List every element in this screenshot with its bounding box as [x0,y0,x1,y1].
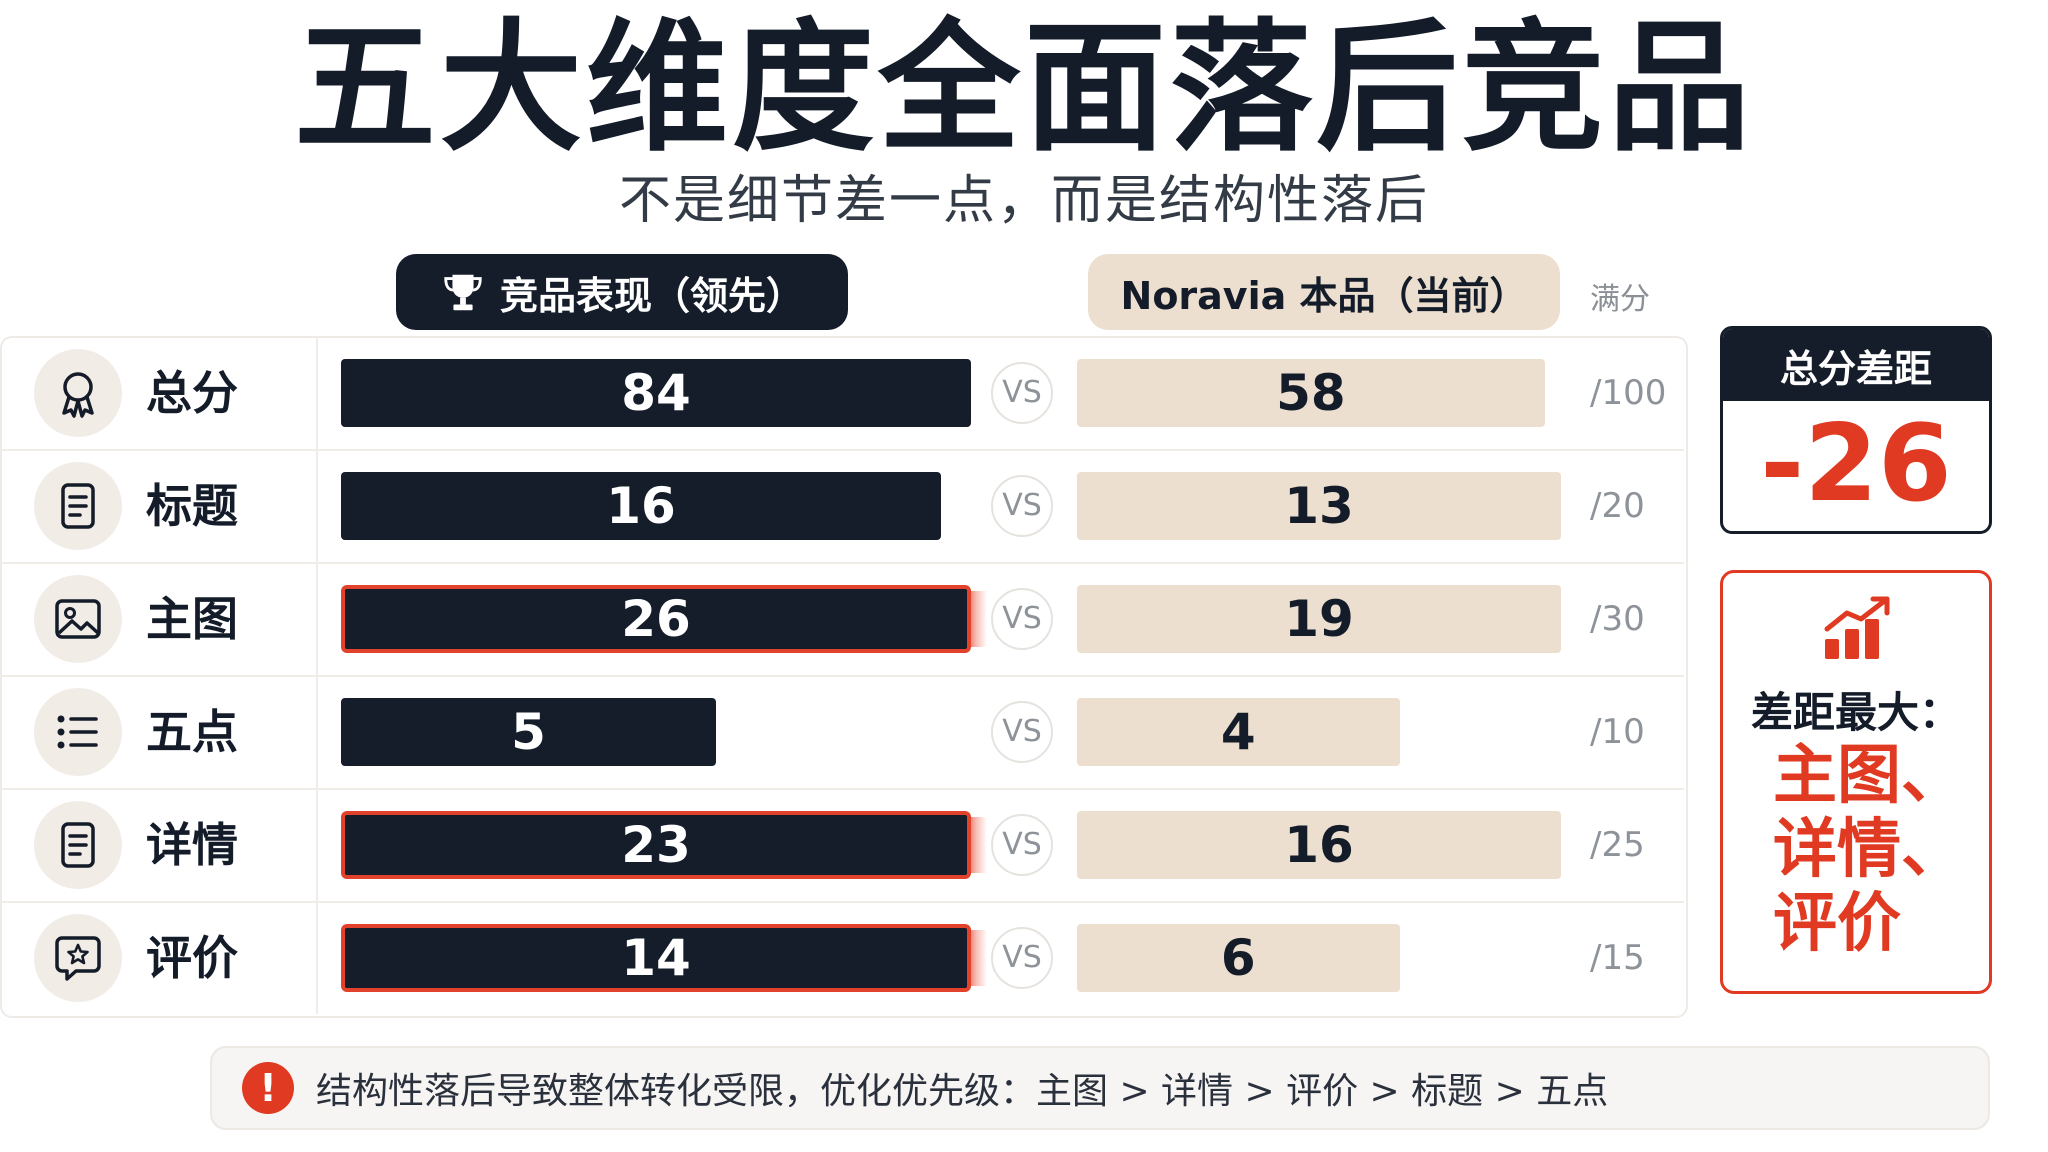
legend-own: Noravia 本品（当前） [1088,254,1560,330]
legend-own-label: Noravia 本品（当前） [1120,273,1528,318]
competitor-bar: 23 [341,810,971,879]
max-gap-title: 差距最大： [1750,688,1961,737]
row-divider [0,788,1684,790]
max-score-label: /10 [1590,711,1645,752]
own-bar: 58 [1077,358,1545,427]
competitor-bar: 16 [341,471,941,540]
row-divider [0,449,1684,451]
own-bar: 13 [1077,471,1561,540]
max-score-label: /30 [1590,598,1645,639]
own-bar: 6 [1077,923,1400,992]
vs-badge: VS [991,700,1053,763]
page-title: 五大维度全面落后竞品 [294,6,1754,171]
category-label: 总分 [146,365,238,420]
max-gap-item: 评价 [1773,887,1901,961]
full-score-label: 满分 [1590,282,1650,317]
category-label: 主图 [146,591,238,646]
competitor-bar: 84 [341,358,971,427]
footer-note: ! 结构性落后导致整体转化受限，优化优先级：主图 > 详情 > 评价 > 标题 … [210,1046,1990,1130]
total-gap-title: 总分差距 [1723,329,1989,401]
gap-glow [967,590,987,647]
document-icon [34,461,122,550]
max-gap-item: 主图、 [1773,739,1965,813]
gap-glow [967,929,987,986]
max-gap-item: 详情、 [1773,813,1965,887]
category-label: 评价 [146,930,238,985]
competitor-bar: 14 [341,923,971,992]
max-score-label: /100 [1590,372,1667,413]
legend-competitor-label: 竞品表现（领先） [499,273,804,318]
row-divider [0,901,1684,903]
own-bar: 16 [1077,810,1561,879]
max-score-label: /25 [1590,824,1645,865]
max-gap-card: 差距最大： 主图、 详情、 评价 [1720,570,1992,994]
vs-badge: VS [991,813,1053,876]
award-icon [34,348,122,437]
exclamation-icon: ! [242,1062,294,1114]
vs-badge: VS [991,926,1053,989]
competitor-bar: 26 [341,584,971,653]
category-label: 标题 [146,478,238,533]
row-divider [0,562,1684,564]
legend-competitor: 竞品表现（领先） [396,254,848,330]
comparison-table [0,336,1688,1018]
vs-badge: VS [991,587,1053,650]
image-icon [34,574,122,663]
review-star-icon [34,913,122,1002]
competitor-bar: 5 [341,697,716,766]
max-score-label: /20 [1590,485,1645,526]
max-gap-items: 主图、 详情、 评价 [1773,739,1989,961]
footer-text: 结构性落后导致整体转化受限，优化优先级：主图 > 详情 > 评价 > 标题 > … [316,1071,1609,1112]
page-subtitle: 不是细节差一点，而是结构性落后 [618,171,1429,231]
bar-chart-up-icon [1824,596,1890,659]
own-bar: 19 [1077,584,1561,653]
gap-glow [967,816,987,873]
list-icon [34,687,122,776]
category-label: 五点 [146,704,238,759]
vs-badge: VS [991,474,1053,537]
vs-badge: VS [991,361,1053,424]
total-gap-card: 总分差距 -26 [1720,326,1992,534]
own-bar: 4 [1077,697,1400,766]
trophy-icon [444,274,482,311]
max-score-label: /15 [1590,937,1645,978]
category-label: 详情 [146,817,238,872]
total-gap-value: -26 [1760,402,1952,525]
document-icon [34,800,122,889]
row-divider [0,675,1684,677]
